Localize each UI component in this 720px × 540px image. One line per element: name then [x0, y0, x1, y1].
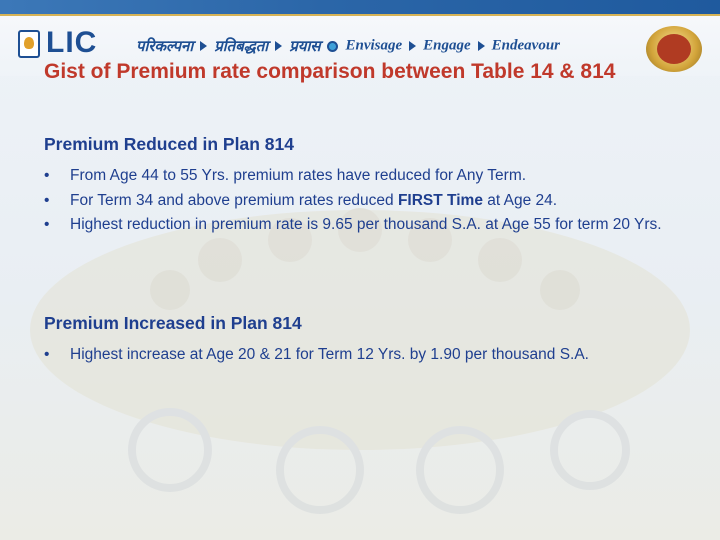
anniversary-badge-icon — [646, 26, 702, 72]
bullet-icon: • — [44, 167, 50, 184]
tagline: परिकल्पना प्रतिबद्धता प्रयास Envisage Engage… — [136, 36, 560, 56]
bullet-item: • Highest increase at Age 20 & 21 for Ter… — [44, 343, 684, 368]
badge-emblem — [657, 34, 691, 64]
emphasis-text: FIRST Time — [397, 191, 483, 209]
lic-logo: LIC — [18, 26, 114, 66]
tagline-word: प्रतिबद्धता — [214, 39, 269, 55]
circle-dot-icon — [327, 40, 339, 52]
tagline-word: परिकल्पना — [136, 39, 194, 55]
triangle-arrow-icon — [200, 41, 208, 51]
triangle-arrow-icon — [409, 41, 417, 51]
slide-title: Gist of Premium rate comparison between … — [44, 60, 616, 83]
logo-text: LIC — [46, 26, 98, 59]
tagline-word: Engage — [423, 37, 471, 54]
triangle-arrow-icon — [275, 41, 283, 51]
tagline-word: प्रयास — [289, 39, 321, 55]
section-heading: Premium Increased in Plan 814 — [44, 313, 302, 333]
bullet-item: • For Term 34 and above premium rates red… — [44, 189, 684, 214]
tagline-word: Envisage — [345, 37, 403, 54]
bullet-item: • From Age 44 to 55 Yrs. premium rates ha… — [44, 164, 684, 189]
lic-emblem-icon — [18, 30, 40, 58]
bullet-list: • From Age 44 to 55 Yrs. premium rates ha… — [44, 164, 684, 238]
banner-stripe — [0, 14, 720, 16]
triangle-arrow-icon — [477, 41, 485, 51]
bullet-icon: • — [44, 346, 50, 363]
bullet-item: • Highest reduction in premium rate is 9.… — [44, 213, 684, 238]
bullet-icon: • — [44, 216, 50, 233]
bullet-list: • Highest increase at Age 20 & 21 for Ter… — [44, 343, 684, 368]
tagline-word: Endeavour — [491, 37, 560, 54]
top-banner — [0, 0, 720, 14]
bullet-icon: • — [44, 191, 50, 209]
section-heading: Premium Reduced in Plan 814 — [44, 134, 294, 154]
header-band — [0, 16, 720, 76]
